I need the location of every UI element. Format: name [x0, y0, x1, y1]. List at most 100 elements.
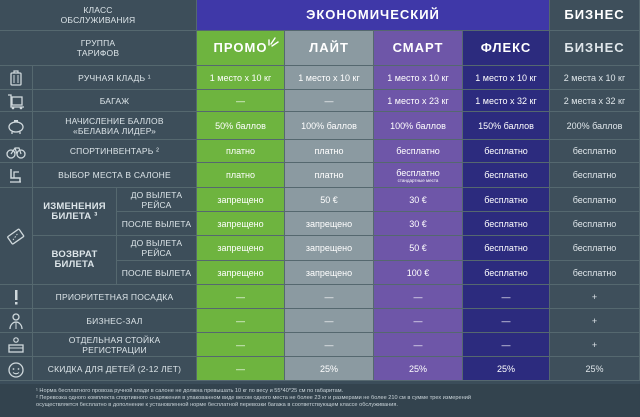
tariff-light[interactable]: ЛАЙТ [285, 31, 374, 66]
desk-icon [0, 333, 33, 357]
tariff-promo[interactable]: ПРОМО [197, 31, 285, 66]
economy-header: ЭКОНОМИЧЕСКИЙ [197, 0, 550, 31]
value-sport-business: бесплатно [550, 140, 640, 163]
row-label-lounge: БИЗНЕС-ЗАЛ [33, 309, 197, 333]
value-change-before-light: 50 € [285, 188, 374, 212]
value-sport-smart: бесплатно [374, 140, 463, 163]
row-label-baggage: БАГАЖ [33, 90, 197, 112]
row-label-checkin: ОТДЕЛЬНАЯ СТОЙКА РЕГИСТРАЦИИ [33, 333, 197, 357]
value-change-after-business: бесплатно [550, 212, 640, 236]
row-label-change: ИЗМЕНЕНИЯ БИЛЕТА ³ [33, 188, 117, 236]
baggage-cart-icon [0, 90, 33, 112]
ticket-icon [0, 188, 33, 285]
value-seat-smart: бесплатно стандартные места [374, 163, 463, 188]
value-baggage-business: 2 места х 32 кг [550, 90, 640, 112]
value-refund-after-light: запрещено [285, 261, 374, 285]
row-label-priority: ПРИОРИТЕТНАЯ ПОСАДКА [33, 285, 197, 309]
suitcase-icon [0, 66, 33, 90]
value-seat-promo: платно [197, 163, 285, 188]
value-sport-promo: платно [197, 140, 285, 163]
value-lounge-promo: — [197, 309, 285, 333]
value-child-flex: 25% [463, 357, 550, 381]
value-seat-light: платно [285, 163, 374, 188]
value-refund-before-smart: 50 € [374, 236, 463, 261]
value-refund-after-promo: запрещено [197, 261, 285, 285]
value-seat-business: бесплатно [550, 163, 640, 188]
value-refund-before-promo: запрещено [197, 236, 285, 261]
tariff-business[interactable]: БИЗНЕС [550, 31, 640, 66]
piggy-bank-icon [0, 112, 33, 140]
value-lounge-smart: — [374, 309, 463, 333]
value-change-after-smart: 30 € [374, 212, 463, 236]
footnote-2: ² Перевозка одного комплекта спортивного… [36, 395, 471, 401]
sub-label-refund-before: ДО ВЫЛЕТА РЕЙСА [117, 236, 197, 261]
value-baggage-flex: 1 место х 32 кг [463, 90, 550, 112]
row-label-sport: СПОРТИНВЕНТАРЬ ² [33, 140, 197, 163]
value-checkin-flex: — [463, 333, 550, 357]
value-child-light: 25% [285, 357, 374, 381]
value-miles-smart: 100% баллов [374, 112, 463, 140]
bicycle-icon [0, 140, 33, 163]
sub-label-refund-after: ПОСЛЕ ВЫЛЕТА [117, 261, 197, 285]
value-checkin-light: — [285, 333, 374, 357]
value-child-promo: — [197, 357, 285, 381]
value-hand_luggage-promo: 1 место х 10 кг [197, 66, 285, 90]
value-miles-flex: 150% баллов [463, 112, 550, 140]
business-header: БИЗНЕС [550, 0, 640, 31]
value-priority-promo: — [197, 285, 285, 309]
promo-sun-icon [266, 34, 280, 48]
row-label-miles: НАЧИСЛЕНИЕ БАЛЛОВ «БЕЛАВИА ЛИДЕР» [33, 112, 197, 140]
footnotes: ¹ Норма бесплатного провоза ручной клади… [0, 384, 640, 417]
value-child-smart: 25% [374, 357, 463, 381]
value-priority-business: + [550, 285, 640, 309]
value-priority-flex: — [463, 285, 550, 309]
value-baggage-light: — [285, 90, 374, 112]
value-change-after-promo: запрещено [197, 212, 285, 236]
value-checkin-promo: — [197, 333, 285, 357]
row-label-child: СКИДКА ДЛЯ ДЕТЕЙ (2-12 ЛЕТ) [33, 357, 197, 381]
value-change-after-flex: бесплатно [463, 212, 550, 236]
footnote-1: ¹ Норма бесплатного провоза ручной клади… [36, 388, 344, 394]
value-sport-light: платно [285, 140, 374, 163]
value-lounge-business: + [550, 309, 640, 333]
value-lounge-flex: — [463, 309, 550, 333]
seat-icon [0, 163, 33, 188]
value-refund-after-business: бесплатно [550, 261, 640, 285]
value-baggage-promo: — [197, 90, 285, 112]
value-miles-promo: 50% баллов [197, 112, 285, 140]
class-label: КЛАСС ОБСЛУЖИВАНИЯ [0, 0, 197, 31]
value-priority-smart: — [374, 285, 463, 309]
row-label-refund: ВОЗВРАТ БИЛЕТА [33, 236, 117, 285]
value-change-before-business: бесплатно [550, 188, 640, 212]
footnote-3: осуществляется бесплатно в дополнение к … [36, 402, 398, 408]
child-face-icon [0, 357, 33, 381]
value-lounge-light: — [285, 309, 374, 333]
tariff-smart[interactable]: СМАРТ [374, 31, 463, 66]
value-refund-before-business: бесплатно [550, 236, 640, 261]
value-checkin-business: + [550, 333, 640, 357]
value-baggage-smart: 1 место х 23 кг [374, 90, 463, 112]
value-hand_luggage-flex: 1 место х 10 кг [463, 66, 550, 90]
value-child-business: 25% [550, 357, 640, 381]
value-change-before-flex: бесплатно [463, 188, 550, 212]
row-label-seat: ВЫБОР МЕСТА В САЛОНЕ [33, 163, 197, 188]
sub-label-change-after: ПОСЛЕ ВЫЛЕТА [117, 212, 197, 236]
value-refund-after-smart: 100 € [374, 261, 463, 285]
tariff-flex[interactable]: ФЛЕКС [463, 31, 550, 66]
row-label-hand_luggage: РУЧНАЯ КЛАДЬ ¹ [33, 66, 197, 90]
sub-label-change-before: ДО ВЫЛЕТА РЕЙСА [117, 188, 197, 212]
value-hand_luggage-light: 1 место х 10 кг [285, 66, 374, 90]
value-miles-business: 200% баллов [550, 112, 640, 140]
exclamation-icon [0, 285, 33, 309]
value-refund-before-flex: бесплатно [463, 236, 550, 261]
value-hand_luggage-business: 2 места х 10 кг [550, 66, 640, 90]
person-icon [0, 309, 33, 333]
value-checkin-smart: — [374, 333, 463, 357]
value-miles-light: 100% баллов [285, 112, 374, 140]
value-seat-flex: бесплатно [463, 163, 550, 188]
value-change-before-promo: запрещено [197, 188, 285, 212]
value-refund-after-flex: бесплатно [463, 261, 550, 285]
value-change-before-smart: 30 € [374, 188, 463, 212]
value-refund-before-light: запрещено [285, 236, 374, 261]
